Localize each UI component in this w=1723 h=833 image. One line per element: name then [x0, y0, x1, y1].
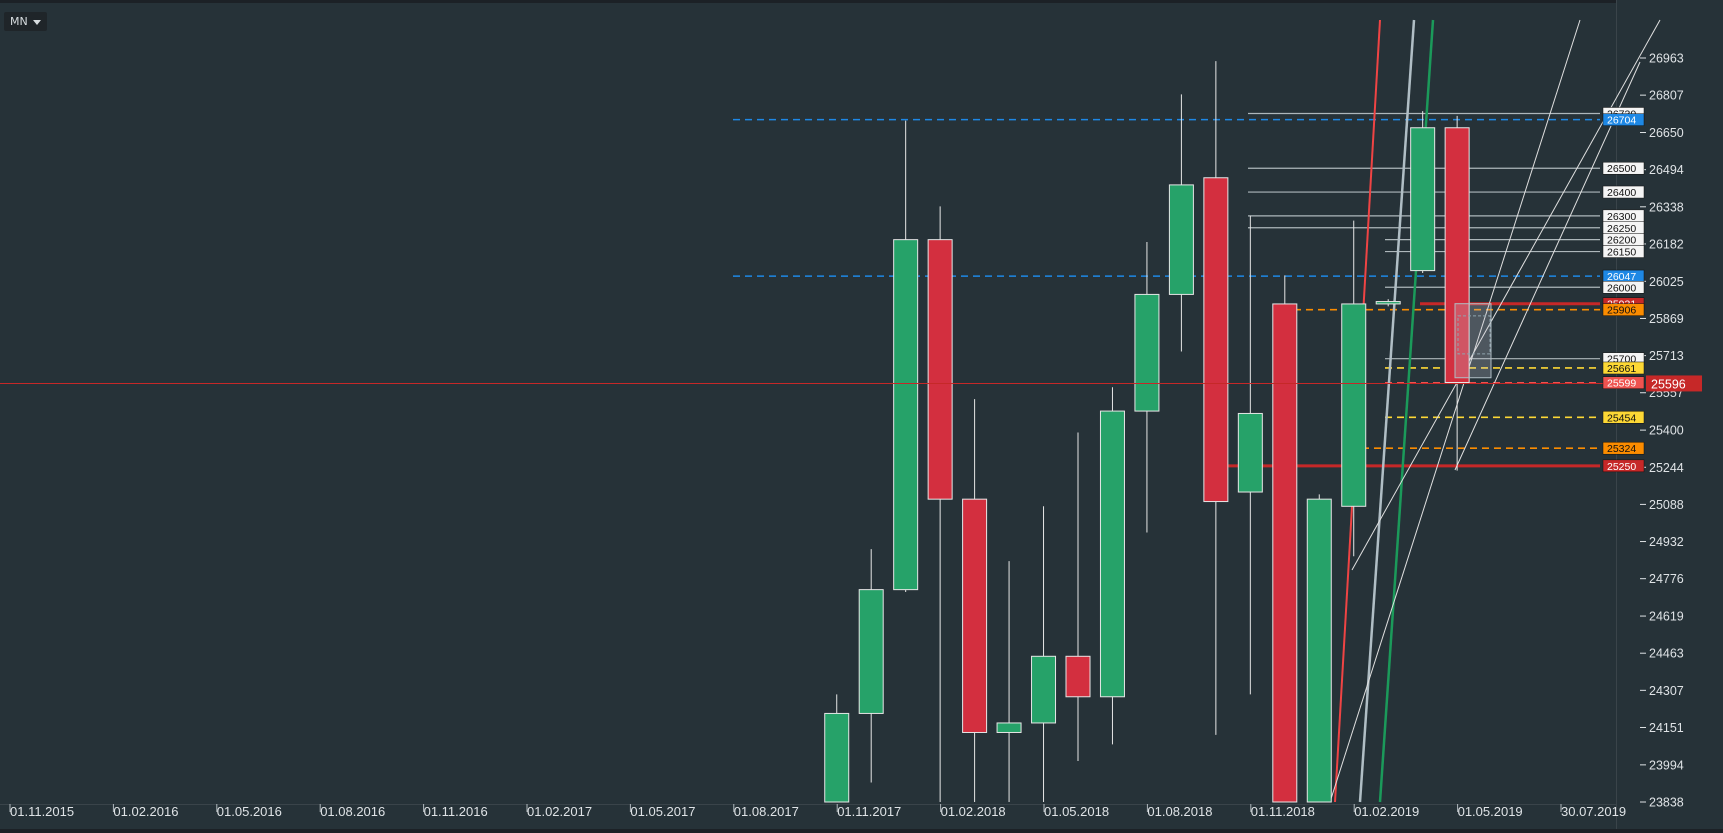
bullish-candle[interactable] — [1375, 301, 1401, 305]
bullish-candle[interactable] — [858, 589, 884, 714]
bullish-candle[interactable] — [996, 722, 1022, 733]
level-label: 25250 — [1607, 461, 1636, 473]
price-tick-label: 26182 — [1649, 237, 1684, 251]
level-label-box[interactable] — [1602, 441, 1645, 455]
level-label-box[interactable] — [1602, 281, 1645, 294]
bearish-candle[interactable] — [1065, 655, 1091, 698]
level-label: 26000 — [1607, 282, 1636, 294]
level-label: 26400 — [1607, 187, 1636, 199]
timeframe-selector[interactable]: MN — [4, 12, 47, 31]
price-tick-label: 23838 — [1649, 796, 1684, 810]
level-label-box[interactable] — [1602, 459, 1645, 473]
bullish-candle[interactable] — [1099, 410, 1125, 698]
date-tick-label: 01.02.2018 — [941, 804, 1006, 819]
bottom-border — [0, 829, 1723, 833]
date-tick-label: 01.05.2016 — [217, 804, 282, 819]
bearish-candle[interactable] — [1203, 177, 1229, 503]
price-tick-label: 24151 — [1649, 721, 1684, 735]
price-tick-label: 26650 — [1649, 126, 1684, 140]
level-label: 25661 — [1607, 363, 1636, 375]
date-tick-label: 01.08.2017 — [734, 804, 799, 819]
date-tick-label: 01.08.2016 — [320, 804, 385, 819]
bullish-candle[interactable] — [1031, 655, 1057, 724]
date-tick-label: 01.02.2016 — [113, 804, 178, 819]
level-label-box[interactable] — [1602, 185, 1645, 199]
level-label: 26250 — [1607, 223, 1636, 235]
date-tick-label: 01.02.2019 — [1354, 804, 1419, 819]
current-price-badge — [1646, 375, 1702, 392]
timeframe-label: MN — [10, 15, 28, 28]
price-tick-label: 24932 — [1649, 535, 1684, 549]
bearish-candle[interactable] — [1444, 127, 1470, 384]
date-tick-label: 30.07.2019 — [1561, 804, 1626, 819]
bearish-candle[interactable] — [927, 239, 953, 500]
level-label: 26200 — [1607, 235, 1636, 247]
zone-rectangle[interactable] — [1457, 315, 1491, 355]
level-label: 26300 — [1607, 211, 1636, 223]
price-tick-label: 25400 — [1649, 424, 1684, 438]
level-label-box[interactable] — [1602, 376, 1645, 389]
level-label-box[interactable] — [1602, 245, 1645, 258]
level-label: 25906 — [1607, 305, 1636, 317]
date-tick-label: 01.11.2018 — [1251, 804, 1315, 819]
trend-line[interactable] — [1358, 19, 1416, 803]
level-label-box[interactable] — [1602, 361, 1645, 375]
date-tick-label: 01.02.2017 — [527, 804, 592, 819]
bullish-candle[interactable] — [824, 712, 850, 803]
price-tick-label: 25869 — [1649, 312, 1684, 326]
level-label: 26704 — [1607, 115, 1636, 127]
bullish-candle[interactable] — [1341, 303, 1367, 507]
bullish-candle[interactable] — [893, 239, 919, 591]
bullish-candle[interactable] — [1134, 293, 1160, 412]
date-tick-label: 01.05.2018 — [1044, 804, 1109, 819]
price-tick-label: 26963 — [1649, 52, 1684, 66]
trend-line[interactable] — [1329, 19, 1581, 803]
price-tick-label: 25713 — [1649, 349, 1684, 363]
bullish-candle[interactable] — [1410, 127, 1436, 272]
trend-line[interactable] — [1454, 61, 1641, 471]
trend-line[interactable] — [1351, 19, 1661, 571]
price-tick-label: 24776 — [1649, 572, 1684, 586]
date-tick-label: 01.11.2015 — [10, 804, 74, 819]
price-tick-label: 25088 — [1649, 498, 1684, 512]
level-label-box[interactable] — [1602, 113, 1645, 126]
price-tick-label: 24307 — [1649, 684, 1684, 698]
current-price-label: 25596 — [1651, 377, 1686, 391]
level-label-box[interactable] — [1602, 161, 1645, 175]
bullish-candle[interactable] — [1237, 412, 1263, 493]
zone-rectangle[interactable] — [1454, 303, 1492, 379]
level-label: 26150 — [1607, 247, 1636, 259]
price-tick-label: 26494 — [1649, 163, 1684, 177]
bullish-candle[interactable] — [1306, 498, 1332, 803]
level-label: 25454 — [1607, 412, 1636, 424]
bullish-candle[interactable] — [1168, 184, 1194, 295]
level-label: 25599 — [1607, 378, 1636, 390]
level-label: 25324 — [1607, 443, 1636, 455]
price-tick-label: 26025 — [1649, 275, 1684, 289]
chevron-down-icon — [32, 19, 41, 25]
date-tick-label: 01.08.2018 — [1147, 804, 1212, 819]
date-tick-label: 01.11.2016 — [424, 804, 488, 819]
level-label-box[interactable] — [1602, 303, 1645, 316]
date-tick-label: 01.05.2019 — [1458, 804, 1523, 819]
price-tick-label: 26807 — [1649, 89, 1684, 103]
price-tick-label: 26338 — [1649, 200, 1684, 214]
level-label: 26047 — [1607, 271, 1636, 283]
date-tick-label: 01.11.2017 — [837, 804, 901, 819]
level-label: 26500 — [1607, 163, 1636, 175]
price-tick-label: 24619 — [1649, 610, 1684, 624]
level-label-box[interactable] — [1602, 411, 1645, 424]
bearish-candle[interactable] — [1272, 303, 1298, 803]
price-tick-label: 24463 — [1649, 647, 1684, 661]
price-tick-label: 25244 — [1649, 461, 1684, 475]
date-tick-label: 01.05.2017 — [630, 804, 695, 819]
bearish-candle[interactable] — [962, 498, 988, 733]
top-border — [0, 0, 1723, 3]
price-tick-label: 23994 — [1649, 758, 1684, 772]
